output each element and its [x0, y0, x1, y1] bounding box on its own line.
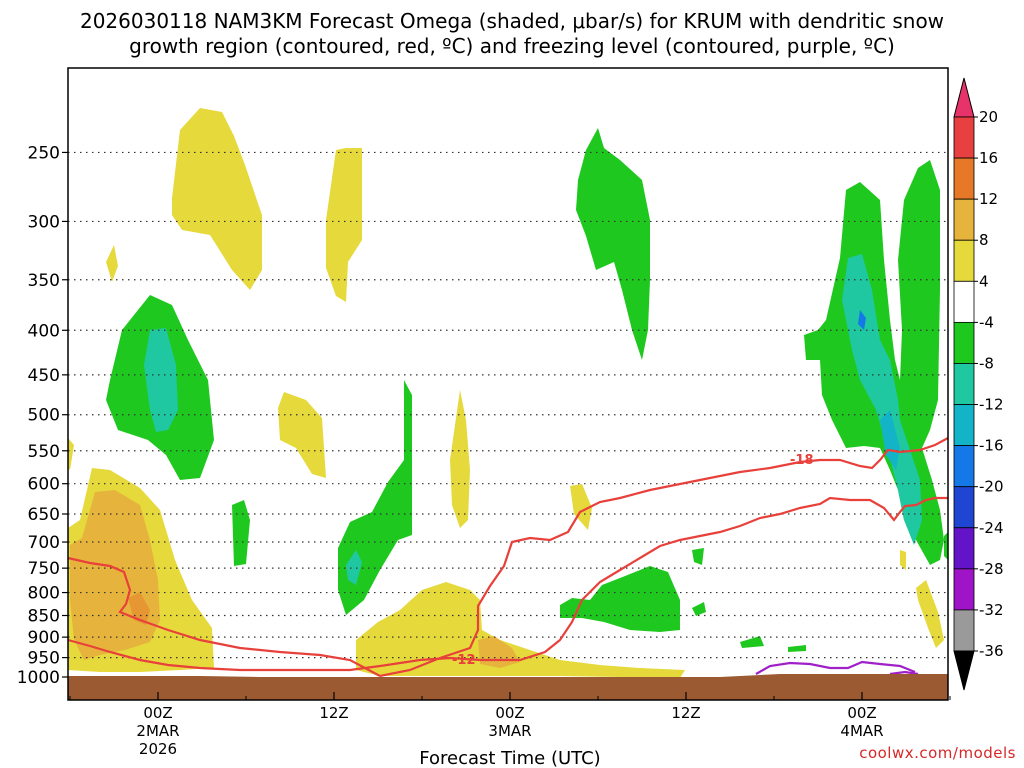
colorbar-band-6 — [953, 363, 975, 405]
region-rise-3mar-low-core — [346, 550, 362, 585]
colorbar-band-8 — [953, 445, 975, 488]
colorbar-band-7 — [953, 404, 975, 447]
credit-text: coolwx.com/models — [859, 744, 1016, 762]
colorbar-band-0 — [953, 116, 975, 159]
colorbar-label-9: -20 — [979, 478, 1004, 496]
x-tick-label-2: 00Z — [495, 704, 524, 722]
ground-surface — [68, 674, 948, 700]
plot-area: -18 -12 — [67, 67, 949, 701]
region-small-yellow-1 — [106, 245, 118, 282]
pressure-gridlines — [68, 151, 948, 659]
colorbar-band-12 — [953, 609, 975, 652]
region-yellow-mid2 — [450, 390, 470, 528]
colorbar-band-10 — [953, 527, 975, 570]
colorbar-label-8: -16 — [979, 437, 1004, 455]
y-tick-label-900: 900 — [28, 628, 60, 648]
colorbar: 20 16 12 8 4 -4 -8 -12 -16 -20 -24 -28 -32 -36 — [953, 77, 1004, 691]
colorbar-label-4: 4 — [979, 272, 989, 290]
region-sink-2mar-upper — [172, 108, 262, 290]
colorbar-label-10: -24 — [979, 519, 1004, 537]
region-sink-4mar-low — [916, 580, 944, 648]
x-tick-year-0: 2026 — [139, 740, 177, 758]
dgz-contours: -18 -12 — [67, 437, 949, 678]
colorbar-label-11: -28 — [979, 560, 1004, 578]
shaded-regions — [68, 108, 948, 678]
y-tick-label-650: 650 — [28, 505, 60, 525]
y-tick-label-700: 700 — [28, 533, 60, 553]
y-tick-label-300: 300 — [28, 212, 60, 232]
colorbar-label-2: 12 — [979, 190, 998, 208]
colorbar-band-1 — [953, 157, 975, 200]
colorbar-top-arrow — [953, 77, 975, 118]
region-rise-2mar-core — [144, 328, 178, 432]
x-tick-label-0: 00Z — [143, 704, 172, 722]
plot-frame — [67, 67, 949, 701]
y-tick-label-800: 800 — [28, 584, 60, 604]
x-tick-label-4: 00Z — [847, 704, 876, 722]
contour-label-minus18: -18 — [790, 453, 814, 468]
colorbar-label-3: 8 — [979, 231, 989, 249]
region-yellow-mid3 — [570, 484, 592, 530]
region-small-green-3 — [740, 636, 764, 648]
region-rise-3mar-upper — [576, 128, 650, 360]
y-tick-label-550: 550 — [28, 442, 60, 462]
y-tick-label-1000: 1000 — [17, 668, 60, 688]
freezing-level-contour — [755, 660, 919, 676]
colorbar-band-9 — [953, 486, 975, 529]
x-tick-sublabel-4: 4MAR — [840, 722, 883, 740]
y-tick-label-950: 950 — [28, 649, 60, 669]
colorbar-band-4 — [953, 280, 975, 323]
chart-title-line2: growth region (contoured, red, ºC) and f… — [129, 34, 895, 58]
region-small-green-2 — [692, 602, 706, 616]
colorbar-label-0: 20 — [979, 108, 998, 126]
region-rise-4mar-deep-blue2 — [858, 310, 866, 330]
y-tick-label-750: 750 — [28, 559, 60, 579]
dgz-contour-minus18 — [67, 437, 949, 678]
colorbar-bottom-arrow — [953, 650, 975, 691]
x-tick-label-3: 12Z — [671, 704, 700, 722]
colorbar-band-11 — [953, 568, 975, 611]
contour-label-minus12: -12 — [452, 653, 476, 668]
y-tick-label-400: 400 — [28, 321, 60, 341]
y-tick-label-450: 450 — [28, 366, 60, 386]
region-yellow-mid1 — [278, 392, 326, 478]
region-yellow-12z-upper — [326, 148, 362, 302]
region-rise-4mar-deep-blue — [880, 410, 900, 470]
x-axis-title: Forecast Time (UTC) — [419, 748, 600, 768]
freezing-contour-line2 — [889, 670, 919, 676]
region-sink-2mar-edge — [68, 438, 74, 470]
y-tick-label-250: 250 — [28, 143, 60, 163]
y-tick-label-350: 350 — [28, 271, 60, 291]
colorbar-band-3 — [953, 239, 975, 282]
colorbar-band-2 — [953, 198, 975, 241]
y-tick-label-850: 850 — [28, 607, 60, 627]
x-tick-sublabel-0: 2MAR — [136, 722, 179, 740]
y-axis: 2503003504004505005506006507007508008509… — [17, 143, 68, 688]
freezing-contour-line — [755, 660, 916, 675]
x-tick-sublabel-2: 3MAR — [488, 722, 531, 740]
x-tick-label-1: 12Z — [319, 704, 348, 722]
region-rise-3mar-uppervertical — [232, 500, 250, 566]
colorbar-band-5 — [953, 321, 975, 364]
colorbar-label-12: -32 — [979, 601, 1004, 619]
colorbar-label-6: -8 — [979, 354, 994, 372]
region-small-yellow-2 — [900, 550, 906, 570]
colorbar-label-13: -36 — [979, 642, 1004, 660]
region-small-green-4 — [788, 645, 806, 652]
chart-title-line1: 2026030118 NAM3KM Forecast Omega (shaded… — [80, 9, 944, 33]
region-small-green-1 — [692, 548, 704, 565]
region-sink-3mar-low — [356, 582, 685, 678]
colorbar-label-1: 16 — [979, 149, 998, 167]
dgz-contour-minus12 — [67, 496, 948, 672]
region-green-right-edge — [944, 532, 948, 560]
y-tick-label-500: 500 — [28, 406, 60, 426]
colorbar-label-5: -4 — [979, 313, 994, 331]
y-tick-label-600: 600 — [28, 475, 60, 495]
colorbar-label-7: -12 — [979, 396, 1004, 414]
